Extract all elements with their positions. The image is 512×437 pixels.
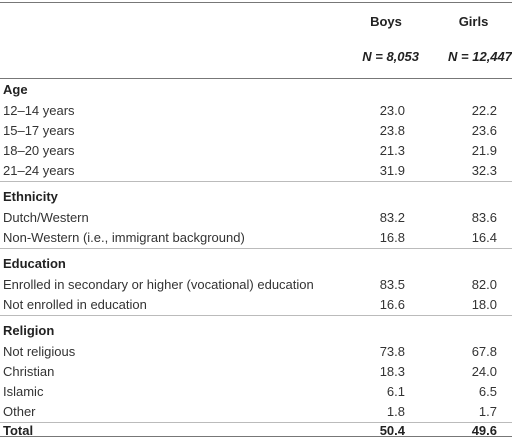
cell: 6.1 bbox=[386, 384, 405, 399]
rule bbox=[0, 422, 512, 423]
rule bbox=[0, 181, 512, 182]
row-label: Dutch/Western bbox=[3, 210, 89, 225]
row-label: Not enrolled in education bbox=[3, 297, 147, 312]
rule bbox=[0, 2, 512, 3]
cell: 83.5 bbox=[379, 277, 405, 292]
cell: 23.8 bbox=[379, 123, 405, 138]
rule bbox=[0, 315, 512, 316]
row-label: 12–14 years bbox=[3, 103, 75, 118]
section-title: Religion bbox=[3, 323, 55, 338]
section-title: Education bbox=[3, 256, 66, 271]
row-label: Islamic bbox=[3, 384, 44, 399]
rule bbox=[0, 248, 512, 249]
row-label: Other bbox=[3, 404, 36, 419]
row-label: 18–20 years bbox=[3, 143, 75, 158]
cell: 16.4 bbox=[471, 230, 497, 245]
cell: 21.9 bbox=[471, 143, 497, 158]
cell: 83.2 bbox=[379, 210, 405, 225]
rule bbox=[0, 78, 512, 79]
row-label: 15–17 years bbox=[3, 123, 75, 138]
row-label: Non-Western (i.e., immigrant background) bbox=[3, 230, 245, 245]
cell: 83.6 bbox=[471, 210, 497, 225]
column-header: Boys bbox=[370, 14, 402, 29]
sample-size: N = 8,053 bbox=[362, 49, 419, 64]
cell: 24.0 bbox=[471, 364, 497, 379]
sample-size: N = 12,447 bbox=[448, 49, 512, 64]
cell: 18.0 bbox=[471, 297, 497, 312]
column-header: Girls bbox=[458, 14, 489, 29]
cell: 22.2 bbox=[471, 103, 497, 118]
section-title: Ethnicity bbox=[3, 189, 58, 204]
cell: 67.8 bbox=[471, 344, 497, 359]
cell: 6.5 bbox=[478, 384, 497, 399]
total-cell: 49.6 bbox=[471, 423, 497, 437]
row-label: 21–24 years bbox=[3, 163, 75, 178]
total-label: Total bbox=[3, 423, 34, 437]
cell: 1.8 bbox=[386, 404, 405, 419]
cell: 23.6 bbox=[471, 123, 497, 138]
cell: 73.8 bbox=[379, 344, 405, 359]
row-label: Not religious bbox=[3, 344, 76, 359]
cell: 16.6 bbox=[379, 297, 405, 312]
cell: 32.3 bbox=[471, 163, 497, 178]
cell: 18.3 bbox=[379, 364, 405, 379]
cell: 16.8 bbox=[379, 230, 405, 245]
cell: 31.9 bbox=[379, 163, 405, 178]
section-title: Age bbox=[3, 82, 28, 97]
cell: 1.7 bbox=[478, 404, 497, 419]
cell: 23.0 bbox=[379, 103, 405, 118]
total-cell: 50.4 bbox=[379, 423, 405, 437]
cell: 82.0 bbox=[471, 277, 497, 292]
cell: 21.3 bbox=[379, 143, 405, 158]
row-label: Enrolled in secondary or higher (vocatio… bbox=[3, 277, 314, 292]
row-label: Christian bbox=[3, 364, 55, 379]
